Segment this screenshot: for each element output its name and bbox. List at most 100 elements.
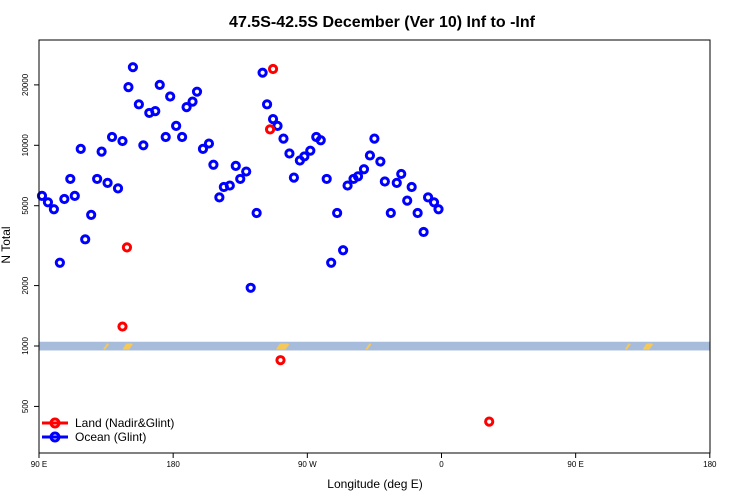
band-mark <box>642 343 649 351</box>
ocean-point <box>150 106 161 117</box>
ocean-point <box>177 131 188 143</box>
ocean-point <box>42 197 54 208</box>
legend-marker-land <box>49 417 61 429</box>
x-tick-label: 180 <box>703 460 717 469</box>
band-layer <box>39 341 710 351</box>
band-mark <box>647 343 654 351</box>
ocean-point <box>261 99 273 110</box>
band-mark <box>125 343 132 351</box>
y-tick-label: 2000 <box>21 276 30 294</box>
ocean-point <box>406 181 417 193</box>
ocean-point <box>36 190 48 201</box>
ocean-point <box>230 160 241 171</box>
ocean-point <box>418 226 429 238</box>
ocean-point <box>86 209 97 221</box>
band-mark <box>122 343 129 351</box>
y-tick-label: 1000 <box>21 337 30 355</box>
ocean-point <box>391 177 402 188</box>
band-mark <box>644 343 651 351</box>
ocean-point <box>75 143 86 154</box>
ocean-point <box>138 140 149 151</box>
x-tick-label: 90 E <box>567 460 583 469</box>
reference-band <box>39 341 710 351</box>
ocean-point <box>241 166 252 177</box>
ocean-point <box>171 120 182 131</box>
ocean-point <box>133 99 144 110</box>
x-tick-label: 90 W <box>298 460 317 469</box>
y-ticks: 500 1000 2000 5000 10000 20000 <box>21 73 39 413</box>
land-point <box>484 416 495 427</box>
ocean-point <box>65 173 76 185</box>
band-mark <box>645 343 652 351</box>
ocean-point <box>305 145 316 156</box>
ocean-point <box>59 193 70 205</box>
ocean-point <box>181 102 192 113</box>
ocean-point <box>402 195 413 206</box>
ocean-point <box>278 133 289 144</box>
ocean-point <box>214 192 225 203</box>
x-tick-label: 90 E <box>31 460 47 469</box>
ocean-point <box>342 180 353 191</box>
ocean-point <box>299 151 310 162</box>
ocean-point <box>385 207 396 219</box>
legend: Land (Nadir&Glint) Ocean (Glint) <box>42 416 174 444</box>
ocean-point <box>321 173 332 185</box>
ocean-point <box>165 91 176 102</box>
ocean-point <box>48 204 60 215</box>
legend-marker-ocean <box>49 431 61 443</box>
band-mark <box>365 343 372 351</box>
ocean-point <box>288 172 300 183</box>
ocean-point <box>187 96 198 107</box>
band-mark <box>280 343 287 351</box>
ocean-point <box>422 192 434 203</box>
ocean-point <box>123 81 134 93</box>
ocean-point <box>112 183 124 194</box>
legend-label-land: Land (Nadir&Glint) <box>75 416 174 430</box>
data-points <box>36 62 495 427</box>
y-tick-label: 500 <box>21 399 30 413</box>
ocean-point <box>358 164 370 175</box>
x-tick-label: 0 <box>439 460 444 469</box>
ocean-point <box>127 62 139 73</box>
band-mark <box>276 343 282 351</box>
y-tick-label: 5000 <box>21 196 30 214</box>
ocean-point <box>332 207 343 219</box>
ocean-point <box>102 177 113 188</box>
land-point <box>275 355 286 366</box>
ocean-point <box>80 234 91 245</box>
chart-title: 47.5S-42.5S December (Ver 10) Inf to -In… <box>229 14 536 31</box>
ocean-point <box>257 67 268 78</box>
band-mark <box>283 343 290 351</box>
y-tick-label: 10000 <box>21 134 30 157</box>
ocean-point <box>326 257 337 268</box>
band-mark <box>127 343 133 351</box>
band-mark <box>277 343 284 351</box>
ocean-point <box>208 159 219 170</box>
ocean-point <box>117 135 128 147</box>
ocean-point <box>433 204 444 215</box>
x-ticks: 90 E 180 90 W 0 90 E 180 <box>31 453 717 469</box>
ocean-point <box>251 207 262 219</box>
y-axis-label: N Total <box>0 226 13 263</box>
y-tick-label: 20000 <box>21 73 30 96</box>
plot-frame <box>38 39 711 454</box>
ocean-point <box>315 135 326 146</box>
ocean-point <box>352 171 364 182</box>
ocean-point <box>428 197 440 208</box>
ocean-point <box>379 176 390 187</box>
ocean-point <box>96 146 107 157</box>
land-point <box>121 242 133 253</box>
band-mark <box>625 343 631 351</box>
x-axis-label: Longitude (deg E) <box>327 477 422 491</box>
land-point <box>117 321 128 332</box>
ocean-point <box>69 190 80 201</box>
ocean-point <box>197 143 209 154</box>
land-point <box>267 63 279 75</box>
ocean-point <box>267 114 279 125</box>
ocean-point <box>235 173 246 185</box>
land-point <box>264 124 276 135</box>
ocean-point <box>224 180 235 191</box>
ocean-point <box>191 86 203 97</box>
ocean-point <box>375 156 386 167</box>
